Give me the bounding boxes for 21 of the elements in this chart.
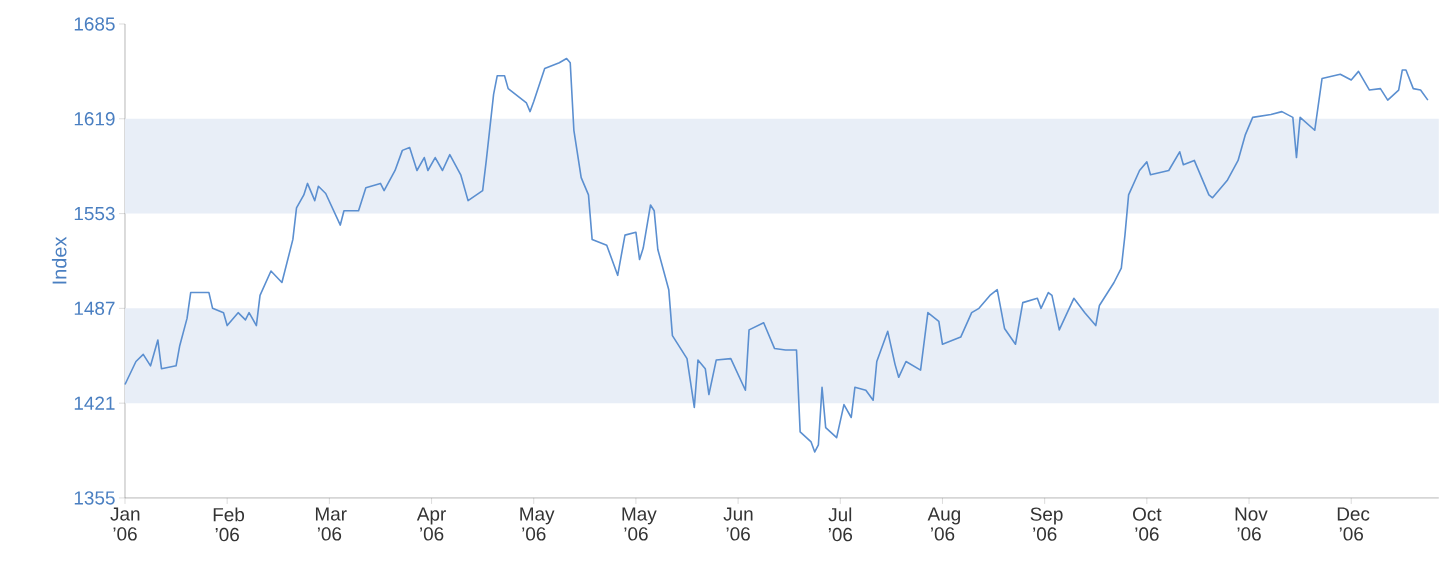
x-tick-label: Dec ’06 (1337, 507, 1370, 541)
x-tick-label: Jan ’06 (110, 507, 140, 541)
x-tick-label: Jul ’06 (828, 507, 853, 542)
y-axis-title: Index (51, 236, 67, 284)
y-tick-label: 1487 (74, 301, 115, 316)
x-tick-label: May ’06 (520, 507, 555, 541)
line-series (124, 57, 1429, 453)
y-tick-label: 1553 (74, 206, 115, 221)
y-tick-label: 1355 (74, 491, 115, 505)
y-tick-label: 1619 (74, 112, 115, 126)
x-tick-label: Oct ’06 (1133, 507, 1162, 541)
x-tick-label: Mar ’06 (315, 507, 347, 541)
x-tick-label: Aug ’06 (927, 507, 960, 541)
x-tick-label: Jun ’06 (723, 507, 753, 541)
x-tick-label: Apr ’06 (416, 507, 446, 541)
y-tick-label: 1421 (74, 396, 115, 410)
y-tick-label: 1685 (74, 17, 115, 31)
x-tick-label: May ’06 (622, 507, 657, 541)
x-tick-label: Nov ’06 (1235, 507, 1268, 541)
x-tick-label: Sep ’06 (1030, 507, 1063, 541)
x-tick-label: Feb ’06 (213, 507, 245, 542)
